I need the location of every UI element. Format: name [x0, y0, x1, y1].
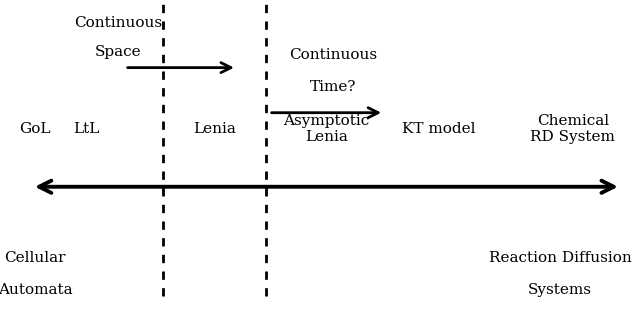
Text: KT model: KT model: [402, 122, 475, 136]
Text: Asymptotic
Lenia: Asymptotic Lenia: [284, 114, 369, 144]
Text: Time?: Time?: [310, 80, 356, 94]
Text: GoL: GoL: [19, 122, 51, 136]
Text: Lenia: Lenia: [193, 122, 236, 136]
Text: Systems: Systems: [528, 283, 592, 297]
Text: Continuous: Continuous: [289, 48, 377, 62]
Text: Automata: Automata: [0, 283, 72, 297]
Text: Continuous: Continuous: [74, 15, 163, 30]
Text: Chemical
RD System: Chemical RD System: [531, 114, 615, 144]
Text: LtL: LtL: [73, 122, 100, 136]
Text: Space: Space: [95, 44, 141, 59]
Text: Reaction Diffusion: Reaction Diffusion: [488, 251, 632, 265]
Text: Cellular: Cellular: [4, 251, 66, 265]
